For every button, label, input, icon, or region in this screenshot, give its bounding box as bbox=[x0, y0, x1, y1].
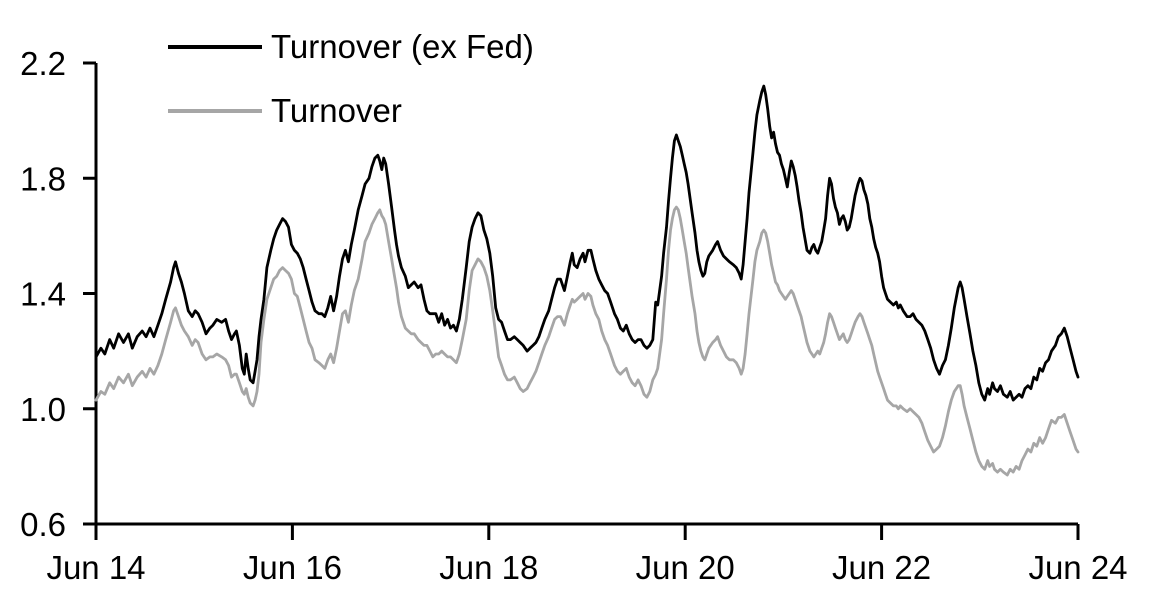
x-tick-label: Jun 20 bbox=[636, 549, 735, 586]
legend-item-turnover: Turnover bbox=[168, 94, 402, 128]
y-tick-label: 0.6 bbox=[20, 506, 66, 543]
y-tick-label: 1.8 bbox=[20, 160, 66, 197]
series-line-turnover bbox=[94, 205, 1080, 477]
y-tick-label: 1.0 bbox=[20, 391, 66, 428]
y-tick-label: 1.4 bbox=[20, 276, 66, 313]
x-tick-label: Jun 14 bbox=[46, 549, 145, 586]
legend-label-turnover-ex-fed: Turnover (ex Fed) bbox=[271, 28, 534, 65]
x-tick-label: Jun 22 bbox=[832, 549, 931, 586]
legend-swatch-black-line-icon bbox=[168, 45, 262, 49]
series-line-turnover-ex-fed bbox=[94, 84, 1080, 402]
legend-label-turnover: Turnover bbox=[271, 92, 402, 129]
x-tick-label: Jun 24 bbox=[1028, 549, 1127, 586]
legend-swatch-gray-line-icon bbox=[168, 109, 262, 113]
y-tick-label: 2.2 bbox=[20, 45, 66, 82]
x-tick-label: Jun 18 bbox=[439, 549, 538, 586]
x-tick-label: Jun 16 bbox=[243, 549, 342, 586]
legend-item-turnover-ex-fed: Turnover (ex Fed) bbox=[168, 30, 534, 64]
